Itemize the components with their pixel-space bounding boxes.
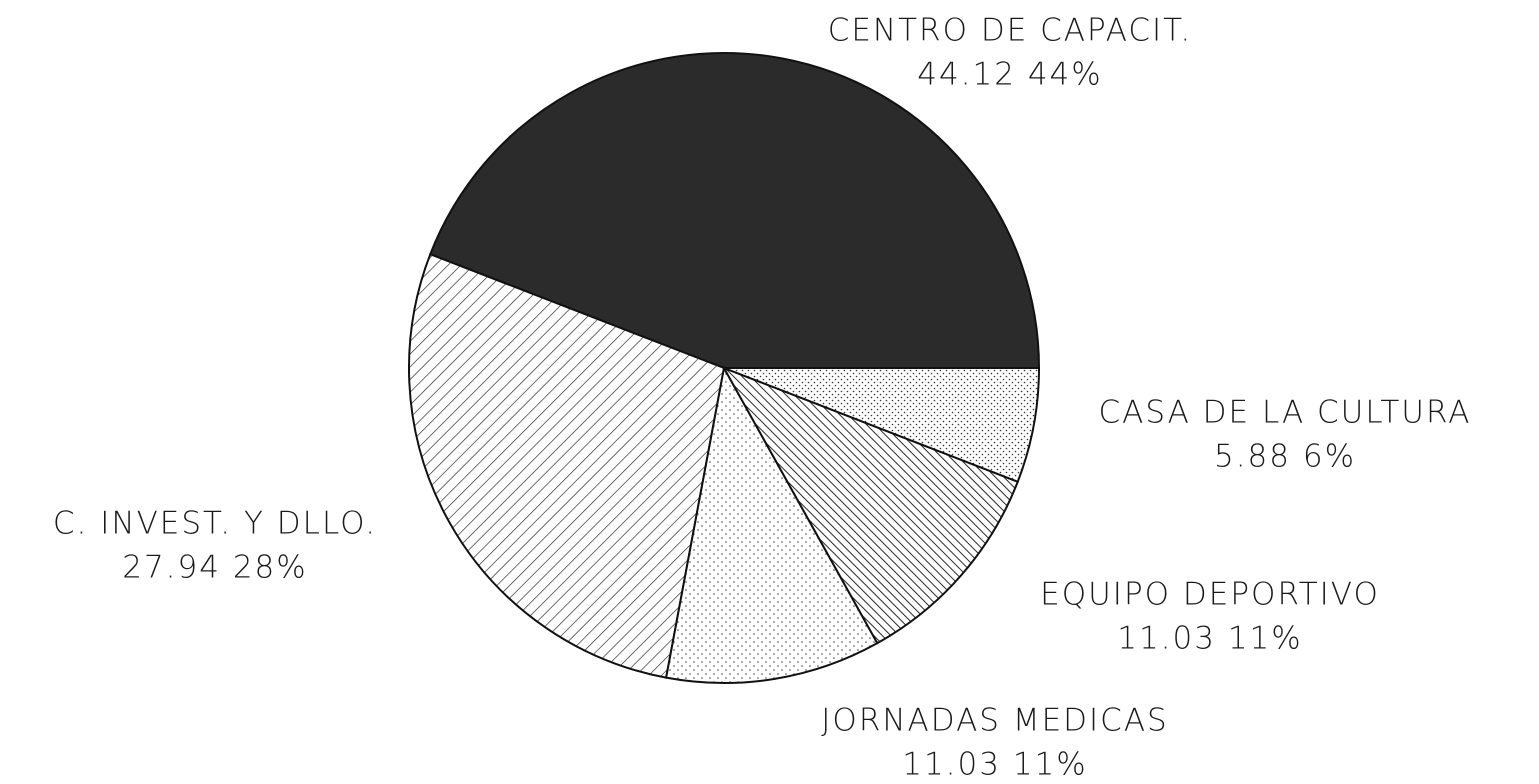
slice-label: JORNADAS MEDICAS <box>821 703 1168 739</box>
slice-value-label: 27.94 28% <box>122 550 308 586</box>
slice-label: CASA DE LA CULTURA <box>1099 395 1472 431</box>
slice-label: EQUIPO DEPORTIVO <box>1040 577 1380 613</box>
slice-value-label: 11.03 11% <box>902 747 1088 783</box>
slice-value-label: 44.12 44% <box>917 57 1103 93</box>
slice-value-label: 11.03 11% <box>1117 621 1303 657</box>
pie-slice <box>664 365 879 684</box>
pie-slice <box>407 252 726 679</box>
pie-slice <box>723 367 1041 484</box>
pie-slice <box>721 366 1020 645</box>
slice-value-label: 5.88 6% <box>1214 439 1356 475</box>
slice-label: CENTRO DE CAPACIT. <box>828 13 1193 49</box>
pie-slice <box>428 51 1041 369</box>
slice-label: C. INVEST. Y DLLO. <box>53 506 377 542</box>
